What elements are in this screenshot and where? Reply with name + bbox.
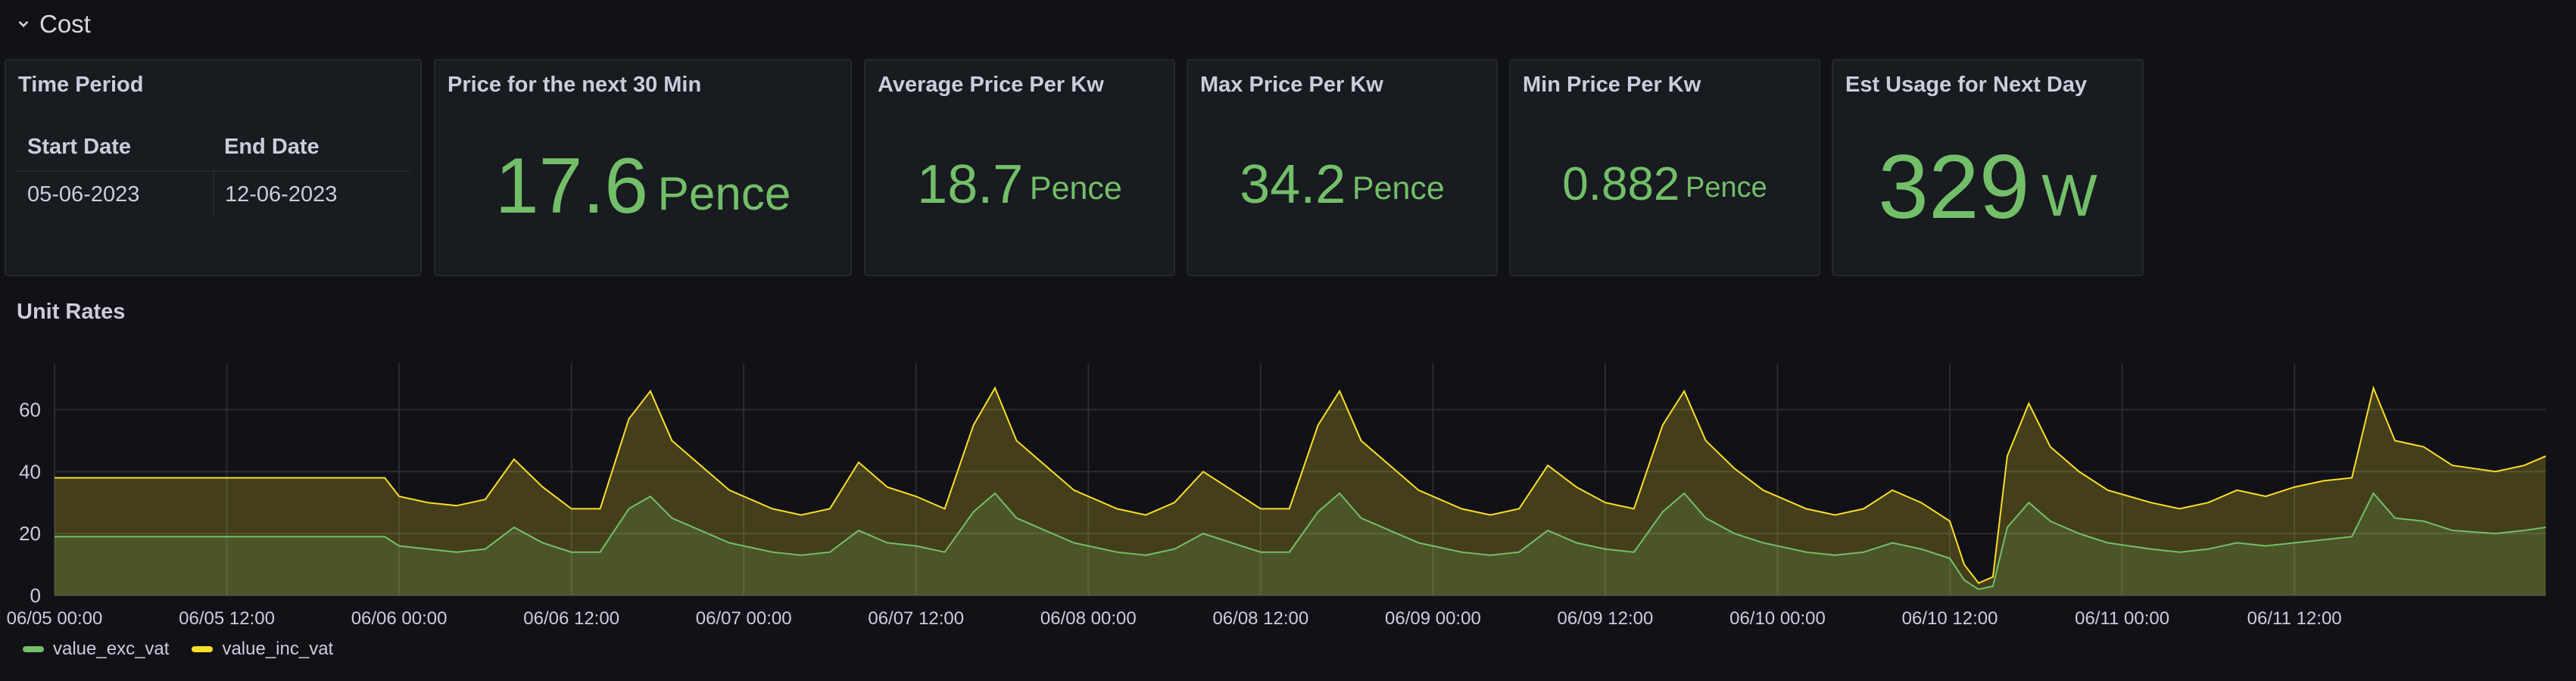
unit-rates-chart[interactable]: 0 20 40 60 06/05 00:00 06/05 12:00 06/06 00:00…: [0, 333, 2576, 636]
panel-min-price[interactable]: Min Price Per Kw 0.882 Pence: [1509, 59, 1820, 276]
x-tick-label: 06/08 12:00: [1212, 608, 1308, 629]
stat-value-container: 0.882 Pence: [1511, 114, 1819, 275]
chart-title: Unit Rates: [17, 300, 126, 324]
panel-title: Max Price Per Kw: [1200, 73, 1383, 97]
stat-value-container: 329 W: [1833, 114, 2142, 275]
x-tick-label: 06/06 12:00: [523, 608, 619, 629]
x-tick-label: 06/09 00:00: [1385, 608, 1481, 629]
legend-item-value-inc-vat[interactable]: value_inc_vat: [192, 639, 333, 660]
panel-title: Average Price Per Kw: [878, 73, 1104, 97]
y-tick-label: 60: [19, 398, 41, 421]
time-period-table: Start Date End Date 05-06-2023 12-06-202…: [17, 124, 410, 218]
stat-value: 17.6: [494, 142, 649, 230]
cell-start-date: 05-06-2023: [17, 171, 214, 218]
row-collapse-toggle[interactable]: Cost: [15, 8, 91, 41]
legend-item-value-exc-vat[interactable]: value_exc_vat: [23, 639, 169, 660]
series-line-value_inc_vat: [55, 385, 2546, 584]
column-header-start-date[interactable]: Start Date: [17, 124, 214, 172]
panel-time-period[interactable]: Time Period Start Date End Date 05-06-20…: [5, 59, 422, 276]
x-tick-label: 06/08 00:00: [1040, 608, 1137, 629]
chart-legend: value_exc_vat value_inc_vat: [23, 636, 333, 663]
x-tick-label: 06/10 00:00: [1729, 608, 1826, 629]
y-tick-label: 0: [30, 584, 41, 607]
stat-unit: Pence: [1352, 170, 1445, 207]
x-tick-label: 06/10 12:00: [1902, 608, 1998, 629]
stat-value-container: 18.7 Pence: [865, 114, 1174, 275]
stat-unit: W: [2041, 162, 2097, 229]
panel-average-price[interactable]: Average Price Per Kw 18.7 Pence: [864, 59, 1175, 276]
series-area-value_exc_vat: [55, 493, 2546, 595]
cell-end-date: 12-06-2023: [225, 182, 338, 207]
legend-label: value_exc_vat: [53, 639, 170, 659]
table-row: 05-06-2023 12-06-2023: [17, 171, 410, 218]
stat-value: 0.882: [1562, 158, 1680, 210]
x-tick-label: 06/07 00:00: [696, 608, 792, 629]
stat-value: 18.7: [917, 154, 1024, 215]
x-tick-label: 06/05 00:00: [7, 608, 103, 629]
panel-est-usage[interactable]: Est Usage for Next Day 329 W: [1832, 59, 2144, 276]
x-tick-label: 06/11 12:00: [2247, 608, 2342, 629]
y-tick-label: 40: [19, 460, 41, 483]
stat-value-container: 17.6 Pence: [435, 114, 850, 275]
series-area-value_inc_vat: [55, 387, 2546, 595]
panel-title: Min Price Per Kw: [1523, 73, 1701, 97]
x-tick-label: 06/07 12:00: [868, 608, 964, 629]
stat-value: 34.2: [1240, 154, 1346, 215]
panel-title: Time Period: [18, 73, 144, 97]
panel-price-next-30-min[interactable]: Price for the next 30 Min 17.6 Pence: [434, 59, 852, 276]
stat-value: 329: [1878, 135, 2030, 238]
y-tick-label: 20: [19, 522, 41, 545]
panel-title: Price for the next 30 Min: [448, 73, 702, 97]
panel-title: Est Usage for Next Day: [1845, 73, 2088, 97]
chevron-down-icon: [18, 20, 29, 28]
stat-unit: Pence: [657, 168, 791, 220]
row-title: Cost: [39, 10, 91, 38]
x-tick-label: 06/11 00:00: [2075, 608, 2169, 629]
stat-unit: Pence: [1686, 172, 1767, 204]
stat-value-container: 34.2 Pence: [1188, 114, 1496, 275]
x-tick-label: 06/09 12:00: [1558, 608, 1654, 629]
series-line-value_exc_vat: [55, 492, 2546, 590]
stat-unit: Pence: [1029, 170, 1122, 207]
legend-swatch: [23, 646, 44, 652]
panel-max-price[interactable]: Max Price Per Kw 34.2 Pence: [1187, 59, 1498, 276]
legend-label: value_inc_vat: [222, 639, 334, 659]
legend-swatch: [192, 646, 214, 652]
column-header-end-date[interactable]: End Date: [214, 124, 410, 172]
x-tick-label: 06/05 12:00: [179, 608, 275, 629]
x-tick-label: 06/06 00:00: [351, 608, 448, 629]
